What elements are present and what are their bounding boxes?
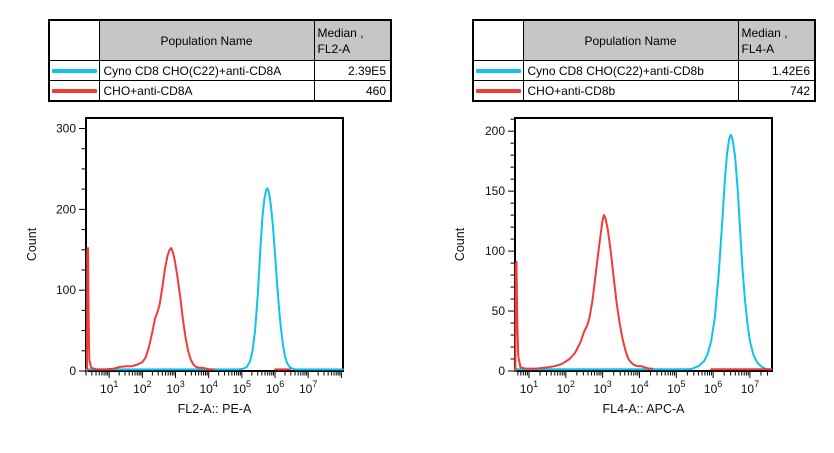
cyan-series-swatch (52, 68, 97, 73)
median-value: 1.42E6 (737, 60, 816, 81)
median-header: Median , FL2-A (313, 19, 392, 61)
svg-text:101: 101 (520, 379, 538, 396)
svg-text:104: 104 (630, 379, 648, 396)
series-curve (514, 214, 773, 372)
red-series-swatch (476, 88, 521, 93)
series-curve (514, 133, 773, 371)
median-value: 2.39E5 (313, 60, 392, 81)
svg-text:100: 100 (56, 283, 76, 297)
svg-text:150: 150 (485, 184, 505, 198)
population-name: Cyno CD8 CHO(C22)+anti-CD8A (98, 60, 315, 81)
svg-text:105: 105 (667, 379, 685, 396)
population-name: CHO+anti-CD8b (522, 80, 739, 102)
y-axis-title: Count (453, 227, 467, 261)
svg-text:0: 0 (69, 364, 76, 378)
table-header-row: Population Name Median , FL4-A (472, 19, 816, 61)
median-value: 460 (313, 80, 392, 102)
svg-text:101: 101 (100, 379, 118, 396)
axis-ticks (508, 118, 768, 378)
x-axis-title: FL4-A:: APC-A (603, 402, 686, 416)
population-name-header: Population Name (98, 19, 315, 61)
population-name-header: Population Name (522, 19, 739, 61)
svg-text:200: 200 (56, 202, 76, 216)
axis-ticks (79, 128, 342, 378)
axis-labels: 101 102 103 104 105 106 107 0 50 100 150 200FL4-A::… (453, 124, 759, 416)
plot-frame (514, 117, 773, 372)
svg-text:105: 105 (233, 379, 251, 396)
svg-text:106: 106 (704, 379, 722, 396)
population-name: CHO+anti-CD8A (98, 80, 315, 102)
svg-text:107: 107 (299, 379, 317, 396)
histogram-fl4: 101 102 103 104 105 106 107 0 50 100 150 200FL4-A::… (453, 117, 773, 416)
cyan-series-swatch (476, 68, 521, 73)
swatch-cell (48, 60, 100, 81)
swatch-header-cell (48, 19, 100, 61)
table-row: Cyno CD8 CHO(C22)+anti-CD8A 2.39E5 (48, 60, 392, 81)
median-header-line2: FL2-A (317, 41, 351, 56)
svg-text:102: 102 (557, 379, 575, 396)
table-row: Cyno CD8 CHO(C22)+anti-CD8b 1.42E6 (472, 60, 816, 81)
table-row: CHO+anti-CD8b 742 (472, 80, 816, 102)
svg-text:50: 50 (492, 304, 506, 318)
swatch-header-cell (472, 19, 524, 61)
series-curves (85, 187, 344, 372)
population-table-fl4: Population Name Median , FL4-A Cyno CD8 … (472, 19, 816, 102)
panel-fl4: Population Name Median , FL4-A Cyno CD8 … (417, 0, 834, 453)
svg-text:100: 100 (485, 244, 505, 258)
median-header-line1: Median , (741, 25, 788, 40)
table-header-row: Population Name Median , FL2-A (48, 19, 392, 61)
median-value: 742 (737, 80, 816, 102)
svg-text:106: 106 (266, 379, 284, 396)
svg-text:102: 102 (133, 379, 151, 396)
svg-text:200: 200 (485, 124, 505, 138)
svg-text:103: 103 (593, 379, 611, 396)
table-row: CHO+anti-CD8A 460 (48, 80, 392, 102)
swatch-cell (472, 80, 524, 102)
x-axis-title: FL2-A:: PE-A (178, 402, 252, 416)
svg-text:103: 103 (166, 379, 184, 396)
svg-text:107: 107 (741, 379, 759, 396)
red-series-swatch (52, 88, 97, 93)
median-header-line1: Median , (317, 25, 364, 40)
plot-frame (85, 117, 344, 372)
series-curves (514, 133, 773, 372)
series-curve (85, 187, 344, 371)
swatch-cell (48, 80, 100, 102)
population-table-fl2: Population Name Median , FL2-A Cyno CD8 … (48, 19, 392, 102)
median-header: Median , FL4-A (737, 19, 816, 61)
median-header-line2: FL4-A (741, 41, 775, 56)
population-name: Cyno CD8 CHO(C22)+anti-CD8b (522, 60, 739, 81)
series-curve (86, 247, 291, 372)
y-axis-title: Count (25, 227, 39, 261)
svg-text:0: 0 (498, 364, 505, 378)
svg-text:104: 104 (200, 379, 218, 396)
svg-text:300: 300 (56, 122, 76, 136)
swatch-cell (472, 60, 524, 81)
panel-fl2: Population Name Median , FL2-A Cyno CD8 … (25, 19, 392, 416)
